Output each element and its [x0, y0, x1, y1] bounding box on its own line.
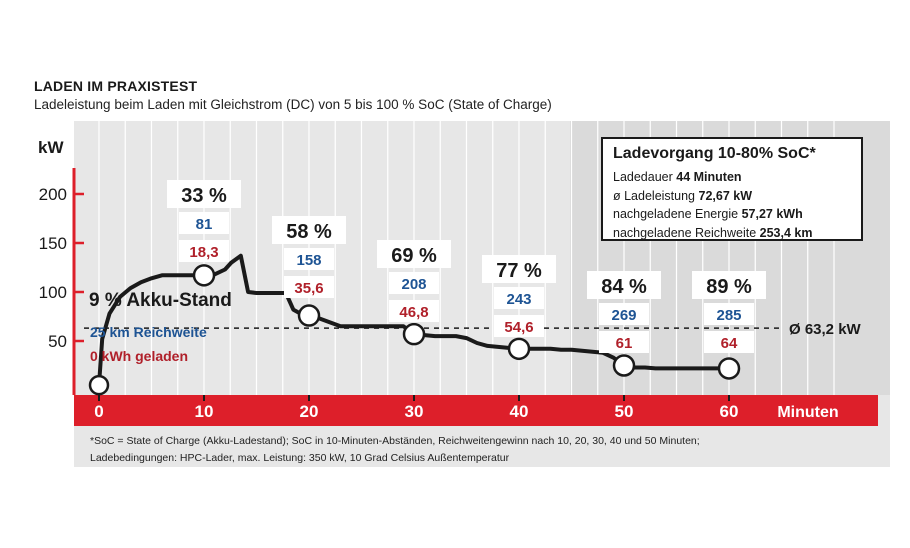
- summary-row-energy: nachgeladene Energie 57,27 kWh: [613, 207, 803, 221]
- checkpoint-soc-box: [482, 255, 556, 283]
- checkpoint-soc-label: 33 %: [181, 185, 227, 207]
- summary-title: Ladevorgang 10-80% SoC*: [613, 145, 816, 162]
- checkpoint-range-label: 158: [296, 252, 321, 269]
- summary-box: Ladevorgang 10-80% SoC* Ladedauer 44 Min…: [601, 137, 863, 241]
- footnote-line-2: Ladebedingungen: HPC-Lader, max. Leistun…: [90, 452, 510, 464]
- checkpoint-range-label: 243: [506, 291, 531, 308]
- checkpoint-energy-label: 46,8: [399, 304, 428, 321]
- checkpoint-soc-box: [692, 271, 766, 299]
- chart-subtitle: Ladeleistung beim Laden mit Gleichstrom …: [34, 97, 552, 112]
- checkpoint-range-box: [599, 303, 649, 325]
- checkpoint-soc-label: 89 %: [706, 276, 752, 298]
- checkpoint-marker: [507, 337, 531, 361]
- x-axis-band: [74, 395, 878, 426]
- x-tick-label: 40: [510, 402, 529, 421]
- start-range-label: 25 km Reichweite: [90, 324, 207, 340]
- checkpoint-energy-label: 61: [616, 335, 633, 352]
- y-axis-label: kW: [38, 138, 64, 157]
- footnote-line-1: *SoC = State of Charge (Akku-Ladestand);…: [90, 435, 700, 447]
- checkpoint-range-box: [389, 272, 439, 294]
- x-tick-label: 20: [300, 402, 319, 421]
- x-axis-label: Minuten: [777, 404, 838, 421]
- summary-row-duration: Ladedauer 44 Minuten: [613, 170, 742, 184]
- checkpoint-range-label: 81: [196, 216, 213, 233]
- checkpoint-energy-label: 18,3: [189, 244, 218, 261]
- checkpoint-range-box: [179, 212, 229, 234]
- checkpoint-marker: [717, 357, 741, 380]
- start-soc-label: 9 % Akku-Stand: [89, 290, 232, 311]
- start-point-marker: [88, 374, 110, 396]
- x-tick-label: 60: [720, 402, 739, 421]
- checkpoint-marker: [297, 304, 321, 327]
- checkpoint-energy-label: 54,6: [504, 319, 533, 336]
- checkpoint-marker: [612, 354, 636, 377]
- checkpoint-energy-label: 35,6: [294, 280, 323, 297]
- y-tick-label: 50: [48, 332, 67, 351]
- checkpoint-soc-box: [587, 271, 661, 299]
- x-tick-label: 30: [405, 402, 424, 421]
- y-tick-label: 100: [39, 283, 67, 302]
- checkpoint-soc-label: 58 %: [286, 221, 332, 243]
- checkpoint-energy-box: [179, 240, 229, 262]
- y-tick-label: 200: [39, 185, 67, 204]
- checkpoint-range-label: 285: [716, 307, 741, 324]
- checkpoint-energy-box: [704, 331, 754, 353]
- checkpoint-range-label: 208: [401, 276, 426, 293]
- summary-row-range: nachgeladene Reichweite 253,4 km: [613, 225, 813, 240]
- y-tick-label: 150: [39, 234, 67, 253]
- average-power-label: Ø 63,2 kW: [789, 321, 862, 338]
- checkpoint-marker: [192, 264, 216, 287]
- checkpoint-soc-label: 77 %: [496, 260, 542, 282]
- checkpoint-soc-label: 84 %: [601, 276, 647, 298]
- summary-row-avg-power: ø Ladeleistung 72,67 kW: [613, 188, 753, 203]
- checkpoint-range-box: [494, 287, 544, 309]
- checkpoint-range-box: [284, 248, 334, 270]
- checkpoint-soc-box: [377, 240, 451, 268]
- checkpoint-range-box: [704, 303, 754, 325]
- start-energy-label: 0 kWh geladen: [90, 348, 189, 364]
- checkpoint-soc-label: 69 %: [391, 245, 437, 267]
- x-tick-label: 0: [94, 402, 103, 421]
- checkpoint-soc-box: [167, 180, 241, 208]
- checkpoint-energy-label: 64: [721, 335, 738, 352]
- checkpoint-range-label: 269: [611, 307, 636, 324]
- checkpoint-energy-box: [494, 315, 544, 337]
- checkpoint-energy-box: [599, 331, 649, 353]
- checkpoint-soc-box: [272, 216, 346, 244]
- checkpoint-marker: [402, 322, 426, 346]
- x-tick-label: 50: [615, 402, 634, 421]
- chart-title: LADEN IM PRAXISTEST: [34, 78, 198, 94]
- checkpoint-energy-box: [284, 276, 334, 298]
- footnote: *SoC = State of Charge (Akku-Ladestand);…: [90, 433, 700, 467]
- checkpoint-energy-box: [389, 300, 439, 322]
- x-tick-label: 10: [195, 402, 214, 421]
